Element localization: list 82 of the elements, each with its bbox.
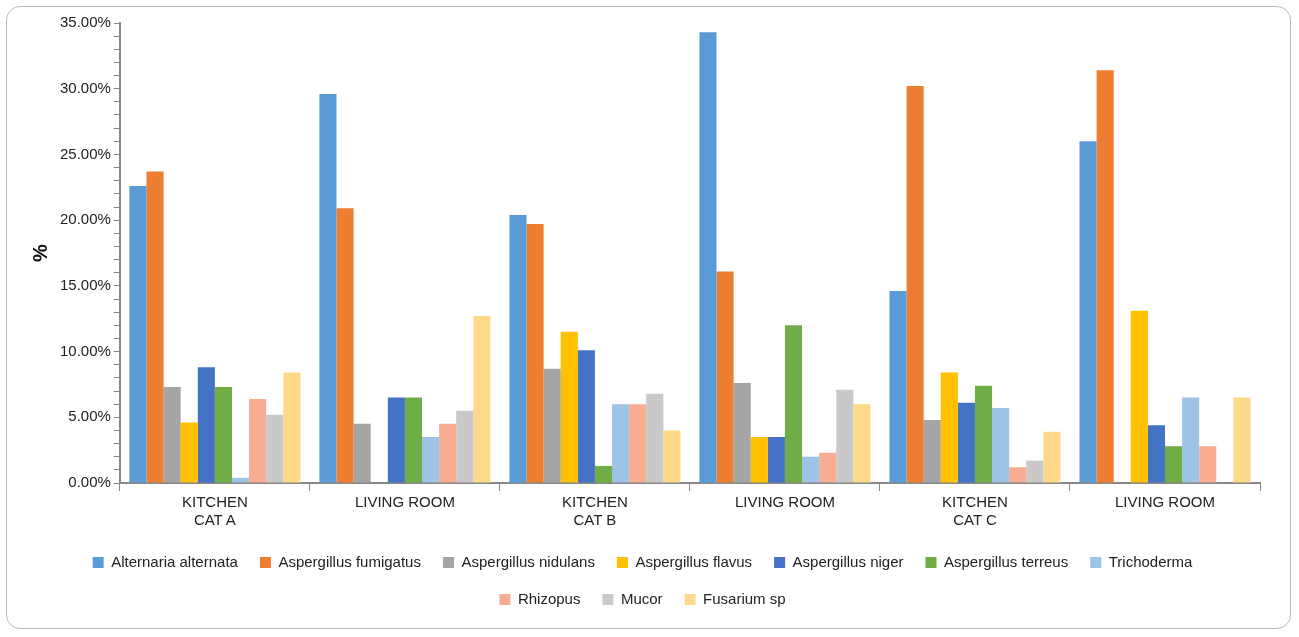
legend-label: Fusarium sp (703, 589, 786, 607)
legend-label: Alternaria alternata (111, 552, 239, 570)
bar (699, 32, 717, 483)
bar (560, 331, 578, 483)
legend-label: Trichoderma (1108, 552, 1193, 570)
bar (249, 398, 267, 483)
bar (750, 437, 768, 483)
bar (853, 404, 871, 483)
bar (716, 271, 734, 483)
bar (387, 397, 405, 483)
bar (231, 477, 250, 483)
legend-label: Mucor (620, 589, 663, 607)
bar (1164, 446, 1183, 483)
y-axis-title: % (28, 243, 51, 262)
bar (1043, 431, 1061, 483)
bar (526, 224, 544, 483)
bar (629, 404, 647, 483)
x-tick-label: LIVING ROOM (354, 493, 455, 511)
legend-label: Aspergillus fumigatus (278, 552, 421, 570)
bar (594, 465, 613, 483)
y-tick-label: 30.00% (60, 78, 111, 96)
bar (456, 410, 474, 483)
bar (283, 372, 301, 483)
bar (336, 208, 354, 483)
bar (1009, 467, 1027, 483)
bar (422, 437, 440, 483)
legend-label: Rhizopus (517, 589, 581, 607)
y-tick-label: 5.00% (68, 407, 111, 425)
bar (1079, 141, 1097, 483)
bar (923, 419, 941, 483)
bar (577, 350, 595, 483)
y-tick-label: 10.00% (60, 341, 111, 359)
bar (646, 393, 664, 483)
bar (214, 387, 232, 483)
y-tick-label: 25.00% (60, 144, 111, 162)
y-tick-label: 20.00% (60, 210, 111, 228)
y-tick-label: 0.00% (68, 473, 111, 491)
legend-label: Aspergillus flavus (635, 552, 753, 570)
bar (906, 86, 924, 483)
bar (974, 385, 993, 483)
bar (543, 368, 561, 483)
bar (266, 414, 284, 483)
bar (509, 214, 527, 483)
x-tick-label: KITCHEN CAT A (181, 493, 248, 529)
bar (404, 397, 423, 483)
bar (889, 291, 907, 483)
bar (1147, 425, 1165, 483)
bar (197, 367, 215, 483)
bar (163, 387, 181, 483)
legend-label: Aspergillus terreus (943, 552, 1069, 570)
bar (1130, 310, 1148, 483)
bar (473, 316, 491, 483)
bar (992, 408, 1010, 483)
x-tick-label: LIVING ROOM (1114, 493, 1215, 511)
bar (146, 171, 164, 483)
bar (940, 372, 958, 483)
bar (1199, 446, 1217, 483)
bar (1026, 460, 1044, 483)
bar (767, 437, 785, 483)
bar (612, 404, 630, 483)
bar (836, 389, 854, 483)
bar (784, 325, 803, 483)
bar (733, 383, 751, 483)
bar (1233, 397, 1251, 483)
bar (129, 185, 147, 483)
bar (957, 402, 975, 483)
x-tick-label: KITCHEN CAT C (942, 493, 1008, 529)
bar (1096, 70, 1114, 483)
legend-label: Aspergillus nidulans (461, 552, 595, 570)
x-tick-label: LIVING ROOM (734, 493, 835, 511)
bar (819, 452, 837, 483)
bar (319, 93, 337, 483)
legend-label: Aspergillus niger (792, 552, 904, 570)
bar (353, 423, 371, 483)
bar (663, 430, 681, 483)
y-tick-label: 35.00% (60, 13, 111, 31)
bar (439, 423, 457, 483)
bar (180, 422, 198, 483)
bar (1182, 397, 1200, 483)
bar (802, 456, 820, 483)
y-tick-label: 15.00% (60, 276, 111, 293)
x-tick-label: KITCHEN CAT B (562, 493, 628, 529)
